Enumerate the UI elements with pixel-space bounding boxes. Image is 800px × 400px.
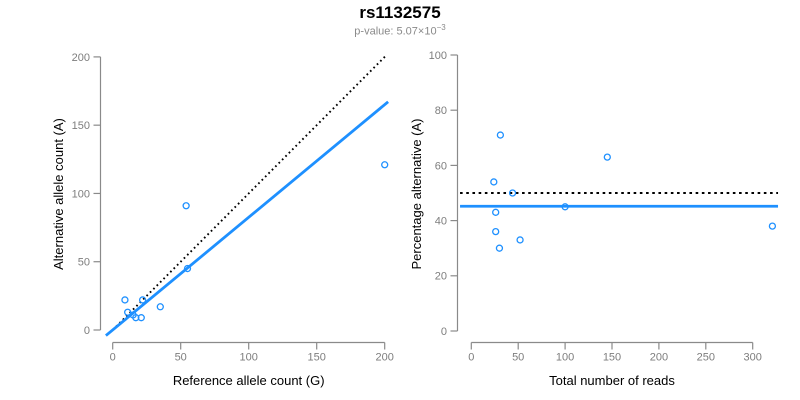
y-tick-label: 50: [78, 257, 90, 269]
pvalue-exponent: −3: [436, 23, 446, 32]
x-axis-title: Total number of reads: [549, 373, 675, 388]
y-tick-label: 0: [441, 326, 447, 338]
data-point: [492, 208, 500, 216]
y-tick-label: 40: [435, 216, 447, 228]
data-point: [138, 296, 147, 304]
data-point: [768, 222, 777, 230]
y-tick-label: 200: [72, 52, 90, 64]
data-point: [508, 189, 517, 197]
data-point: [496, 131, 505, 139]
data-point: [381, 161, 389, 169]
x-tick-label: 150: [308, 352, 326, 364]
y-tick-label: 0: [84, 325, 90, 337]
y-tick-label: 150: [72, 120, 90, 132]
x-tick-label: 100: [240, 352, 258, 364]
x-tick-label: 200: [376, 352, 394, 364]
data-point: [183, 264, 192, 273]
data-point: [490, 178, 498, 186]
identity-line: [112, 54, 388, 331]
y-tick-label: 100: [72, 188, 90, 200]
data-point: [121, 296, 129, 304]
x-tick-label: 100: [556, 352, 574, 364]
data-point: [516, 236, 524, 244]
y-tick-label: 20: [435, 271, 447, 283]
x-tick-label: 200: [650, 352, 668, 364]
y-axis-title: Percentage alternative (A): [409, 118, 424, 269]
x-tick-label: 0: [468, 352, 474, 364]
x-tick-label: 300: [744, 352, 762, 364]
data-point: [137, 314, 145, 322]
pvalue-text: p-value: 5.07×10: [354, 25, 437, 38]
data-point: [495, 244, 504, 252]
x-tick-label: 0: [110, 352, 116, 364]
data-point: [156, 303, 164, 311]
x-tick-label: 50: [512, 352, 524, 364]
data-point: [603, 153, 611, 161]
plot-title: rs1132575: [359, 3, 441, 22]
x-tick-label: 50: [175, 352, 187, 364]
data-point: [182, 202, 190, 210]
data-point: [492, 227, 500, 236]
fitted-line: [105, 100, 389, 337]
y-tick-label: 60: [435, 160, 447, 172]
y-tick-label: 80: [435, 105, 447, 117]
data-point: [124, 308, 132, 316]
x-tick-label: 250: [697, 352, 715, 364]
x-tick-label: 150: [603, 352, 621, 364]
y-axis-title: Alternative allele count (A): [51, 118, 66, 270]
x-axis-title: Reference allele count (G): [173, 373, 325, 388]
y-tick-label: 100: [429, 50, 447, 62]
plot-subtitle: p-value: 5.07×10−3: [0, 23, 800, 38]
data-point: [561, 203, 569, 211]
